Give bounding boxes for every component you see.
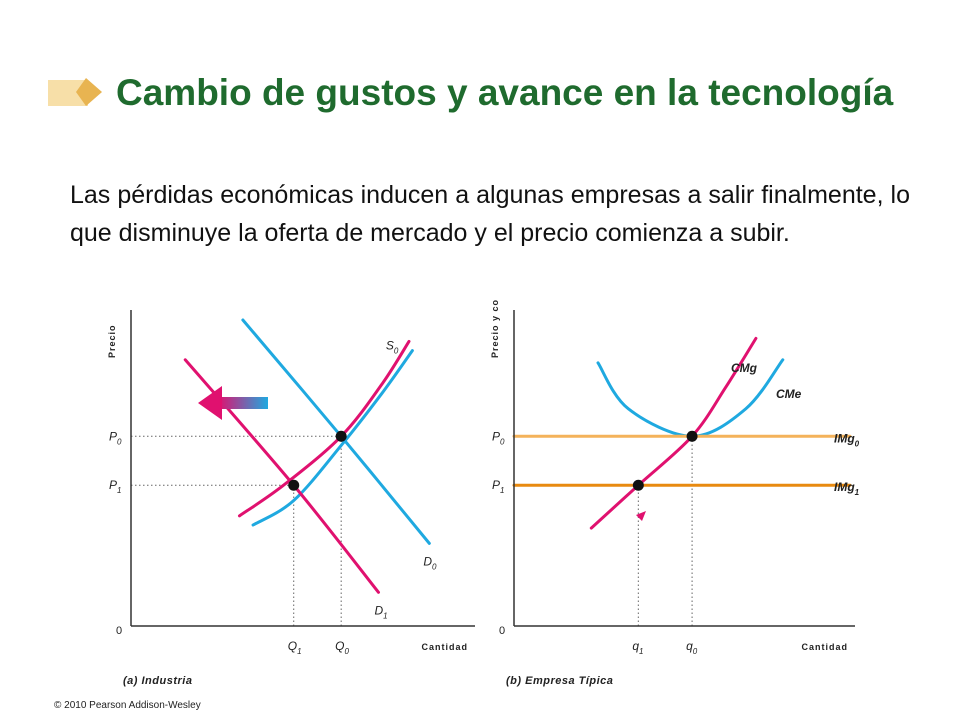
series-S1 (251, 349, 414, 527)
x-axis-label: Cantidad (421, 642, 468, 652)
copyright-notice: © 2010 Pearson Addison-Wesley (54, 700, 201, 711)
title-bullet-icon (48, 78, 102, 106)
y-axis-label: Precio (107, 324, 117, 358)
x-tick-label: q1 (632, 639, 643, 656)
x-tick-label: Q1 (288, 639, 302, 656)
equilibrium-point-0 (686, 430, 698, 442)
panel-caption: (b) Empresa Típica (506, 675, 613, 687)
slide-title: Cambio de gustos y avance en la tecnolog… (116, 72, 894, 113)
chart-panel-firm: Precio y costo Cantidad 0 P0 P1 q1 q0 (b) Empre… (490, 300, 860, 687)
chart-area: Precio Cantidad 0 P0 P1 Q1 Q0 (a) Industria S0 D0… (107, 300, 860, 687)
chart-panel-industry: Precio Cantidad 0 P0 P1 Q1 Q0 (a) Industria S0 D0… (107, 310, 475, 687)
equilibrium-point-1 (632, 479, 644, 491)
ac-label: CMe (776, 387, 802, 401)
y-tick-label: P1 (492, 478, 504, 495)
x-axis-label: Cantidad (801, 642, 848, 652)
y-tick-label: P0 (492, 429, 505, 446)
y-tick-label: P1 (109, 478, 121, 495)
supply-label: S0 (386, 338, 399, 355)
equilibrium-point-0 (335, 430, 347, 442)
y-tick-label: P0 (109, 429, 122, 446)
demand-label: D0 (423, 554, 437, 571)
y-axis-label: Precio y costo (490, 300, 500, 358)
x-tick-label: q0 (686, 639, 698, 656)
origin-label: 0 (116, 625, 122, 637)
mr1-label: IMg1 (834, 480, 860, 497)
equilibrium-point-1 (288, 479, 300, 491)
shift-arrow-icon (198, 386, 268, 420)
panel-caption: (a) Industria (123, 675, 192, 687)
mc-arrow-icon (636, 511, 646, 521)
slide-body-text: Las pérdidas económicas inducen a alguna… (70, 181, 910, 247)
mr0-label: IMg0 (834, 431, 860, 448)
mc-label: CMg (731, 361, 758, 375)
origin-label: 0 (499, 625, 505, 637)
demand-label: D1 (374, 603, 387, 620)
x-tick-label: Q0 (335, 639, 349, 656)
